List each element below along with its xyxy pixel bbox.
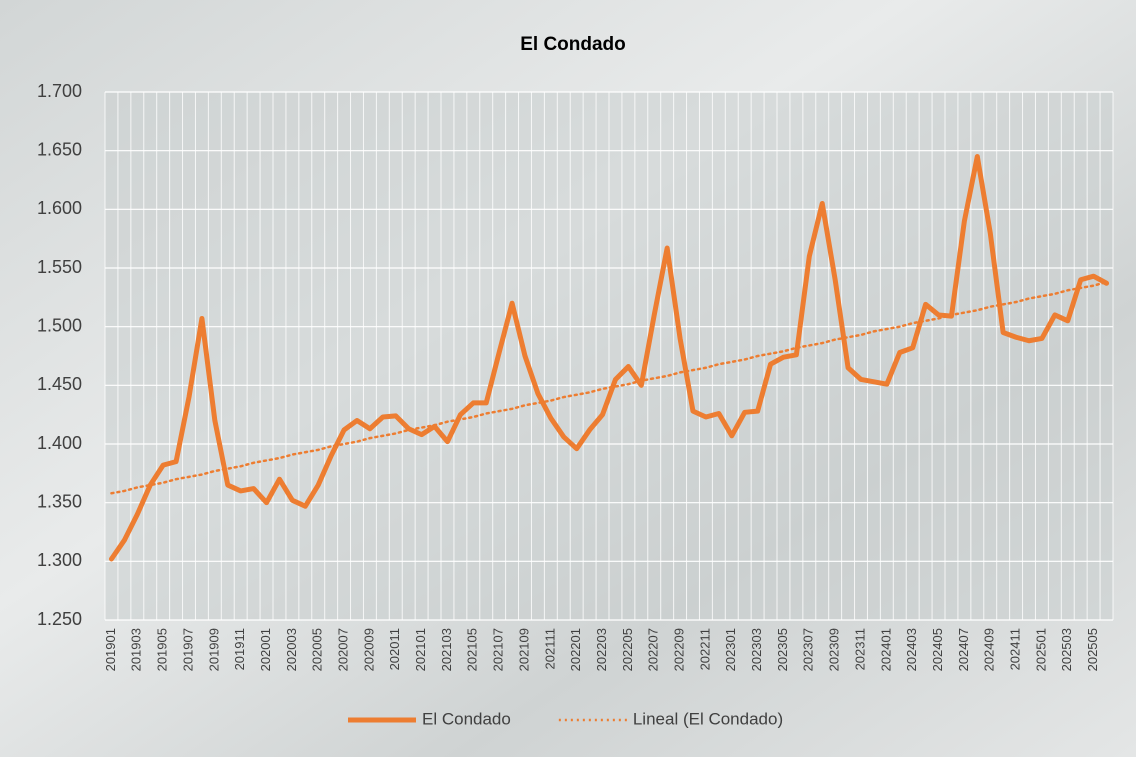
x-tick-label: 202209 bbox=[672, 628, 687, 671]
x-tick-label: 202101 bbox=[413, 628, 428, 671]
trend-line bbox=[110, 280, 1108, 495]
x-tick-label: 201911 bbox=[232, 628, 247, 670]
x-tick-label: 201903 bbox=[129, 628, 144, 671]
x-tick-label: 201907 bbox=[180, 628, 195, 671]
x-tick-label: 202205 bbox=[620, 628, 635, 671]
x-tick-label: 202001 bbox=[258, 628, 273, 671]
y-tick-label: 1.550 bbox=[37, 257, 82, 277]
x-tick-label: 202411 bbox=[1008, 628, 1023, 670]
x-tick-label: 201901 bbox=[103, 628, 118, 671]
x-tick-label: 201909 bbox=[206, 628, 221, 671]
x-tick-label: 202309 bbox=[827, 628, 842, 671]
x-tick-label: 202207 bbox=[646, 628, 661, 671]
x-tick-label: 202109 bbox=[516, 628, 531, 671]
x-tick-label: 201905 bbox=[155, 628, 170, 671]
chart-title: El Condado bbox=[520, 34, 626, 55]
x-tick-label: 202305 bbox=[775, 628, 790, 671]
x-tick-label: 202103 bbox=[439, 628, 454, 671]
y-tick-label: 1.450 bbox=[37, 374, 82, 394]
x-tick-label: 202407 bbox=[956, 628, 971, 671]
x-tick-label: 202501 bbox=[1033, 628, 1048, 671]
x-tick-label: 202503 bbox=[1059, 628, 1074, 671]
y-tick-label: 1.350 bbox=[37, 491, 82, 511]
x-tick-label: 202011 bbox=[387, 628, 402, 670]
x-tick-label: 202403 bbox=[904, 628, 919, 671]
x-tick-label: 202307 bbox=[801, 628, 816, 671]
x-tick-label: 202211 bbox=[697, 628, 712, 670]
x-tick-label: 202105 bbox=[465, 628, 480, 671]
x-tick-label: 202009 bbox=[361, 628, 376, 671]
x-tick-label: 202203 bbox=[594, 628, 609, 671]
x-tick-label: 202007 bbox=[336, 628, 351, 671]
y-tick-label: 1.500 bbox=[37, 315, 82, 335]
x-tick-label: 202107 bbox=[491, 628, 506, 671]
x-tick-label: 202003 bbox=[284, 628, 299, 671]
legend-label: Lineal (El Condado) bbox=[633, 709, 783, 728]
y-tick-label: 1.250 bbox=[37, 609, 82, 629]
x-tick-label: 202405 bbox=[930, 628, 945, 671]
data-line bbox=[108, 154, 1110, 562]
y-tick-label: 1.650 bbox=[37, 139, 82, 159]
x-tick-label: 202005 bbox=[310, 628, 325, 671]
x-tick-label: 202303 bbox=[749, 628, 764, 671]
x-tick-label: 202301 bbox=[723, 628, 738, 671]
x-tick-label: 202409 bbox=[982, 628, 997, 671]
x-tick-label: 202311 bbox=[852, 628, 867, 670]
y-tick-label: 1.300 bbox=[37, 550, 82, 570]
x-tick-label: 202401 bbox=[878, 628, 893, 671]
y-tick-label: 1.400 bbox=[37, 433, 82, 453]
x-tick-label: 202111 bbox=[542, 628, 557, 669]
legend-label: El Condado bbox=[422, 709, 511, 728]
x-tick-label: 202201 bbox=[568, 628, 583, 671]
y-tick-label: 1.700 bbox=[37, 81, 82, 101]
y-tick-label: 1.600 bbox=[37, 198, 82, 218]
x-tick-label: 202505 bbox=[1085, 628, 1100, 671]
